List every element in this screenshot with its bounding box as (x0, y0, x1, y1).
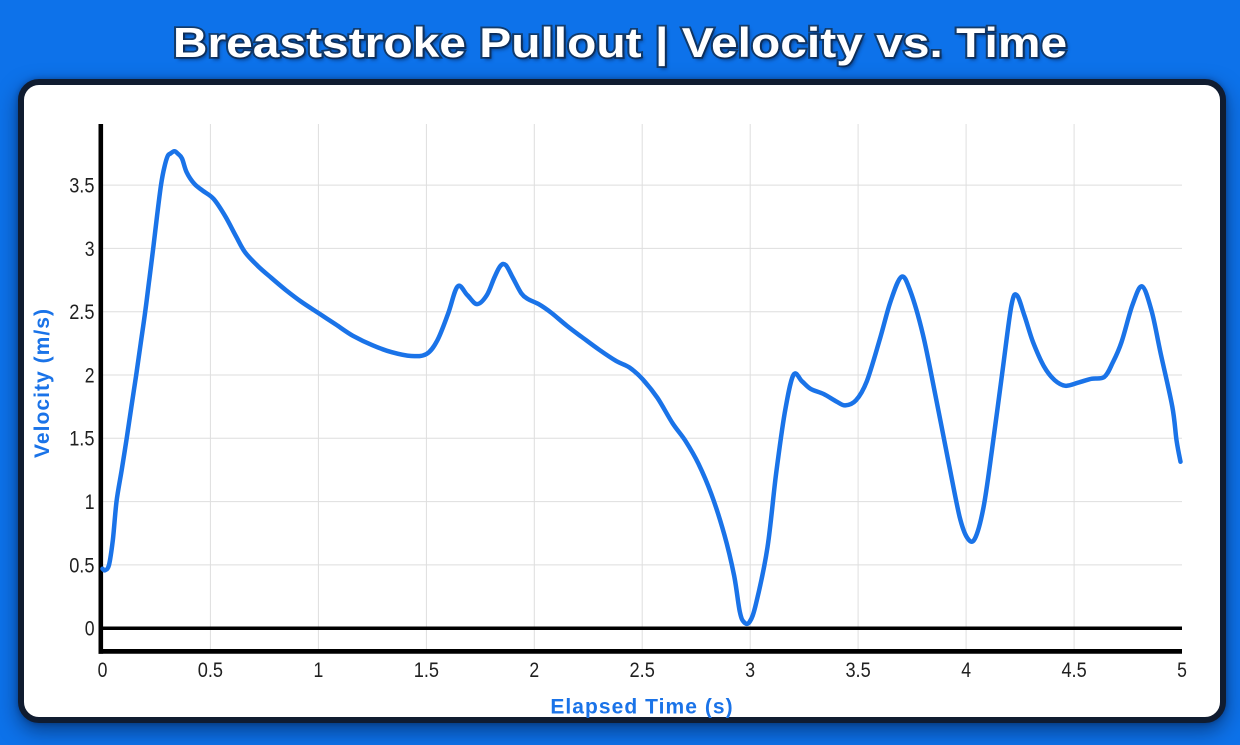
svg-text:5: 5 (1177, 658, 1187, 682)
svg-text:3: 3 (745, 658, 755, 682)
svg-text:4: 4 (961, 658, 971, 682)
svg-text:Elapsed Time (s): Elapsed Time (s) (550, 696, 733, 719)
svg-text:3.5: 3.5 (69, 174, 94, 198)
svg-text:3.5: 3.5 (845, 658, 870, 682)
svg-text:1.5: 1.5 (69, 427, 94, 451)
svg-text:0.5: 0.5 (198, 658, 223, 682)
svg-text:1: 1 (85, 490, 95, 514)
svg-text:0: 0 (98, 658, 108, 682)
svg-text:4.5: 4.5 (1061, 658, 1086, 682)
svg-text:1: 1 (314, 658, 324, 682)
svg-text:2: 2 (85, 363, 95, 387)
svg-text:Velocity (m/s): Velocity (m/s) (31, 308, 54, 458)
svg-text:2.5: 2.5 (630, 658, 655, 682)
svg-text:0.5: 0.5 (69, 553, 94, 577)
svg-text:0: 0 (85, 617, 95, 641)
svg-text:1.5: 1.5 (414, 658, 439, 682)
svg-text:2.5: 2.5 (69, 300, 94, 324)
svg-text:2: 2 (529, 658, 539, 682)
svg-text:3: 3 (85, 237, 95, 261)
